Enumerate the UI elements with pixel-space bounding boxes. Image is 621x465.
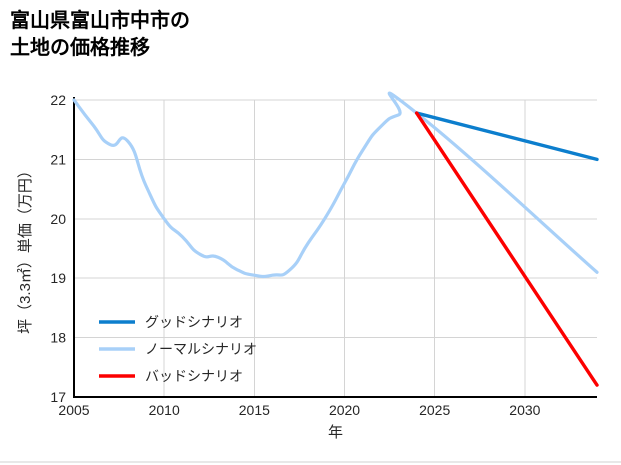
x-tick-label: 2010 [149, 402, 180, 418]
x-tick-label: 2005 [58, 402, 89, 418]
series-line-normal [72, 91, 599, 279]
data-series-layer [72, 91, 599, 387]
axis-lines [72, 97, 597, 399]
legend-label: グッドシナリオ [145, 314, 243, 330]
x-tick-label: 2025 [419, 402, 450, 418]
y-tick-label: 19 [50, 270, 66, 286]
page-title: 富山県富山市中市の 土地の価格推移 [10, 10, 190, 59]
x-axis-title: 年 [328, 424, 343, 441]
legend-label: ノーマルシナリオ [145, 341, 257, 357]
series-line-good [414, 111, 599, 162]
y-tick-label: 22 [50, 92, 66, 108]
x-tick-label: 2030 [509, 402, 540, 418]
y-tick-label: 20 [50, 211, 66, 227]
y-axis-tick-labels: 17 18 19 20 21 22 [50, 92, 66, 405]
axis-titles: 年 坪（3.3㎡）単価（万円） [17, 163, 343, 441]
y-axis-title: 坪（3.3㎡）単価（万円） [17, 163, 34, 334]
x-axis-tick-labels: 2005 2010 2015 2020 2025 2030 [58, 402, 540, 418]
legend-label: バッドシナリオ [145, 368, 243, 384]
x-tick-label: 2015 [239, 402, 270, 418]
y-tick-label: 17 [50, 389, 66, 405]
y-tick-label: 18 [50, 330, 66, 346]
x-tick-label: 2020 [329, 402, 360, 418]
series-line-bad [414, 111, 599, 387]
y-tick-label: 21 [50, 151, 66, 167]
